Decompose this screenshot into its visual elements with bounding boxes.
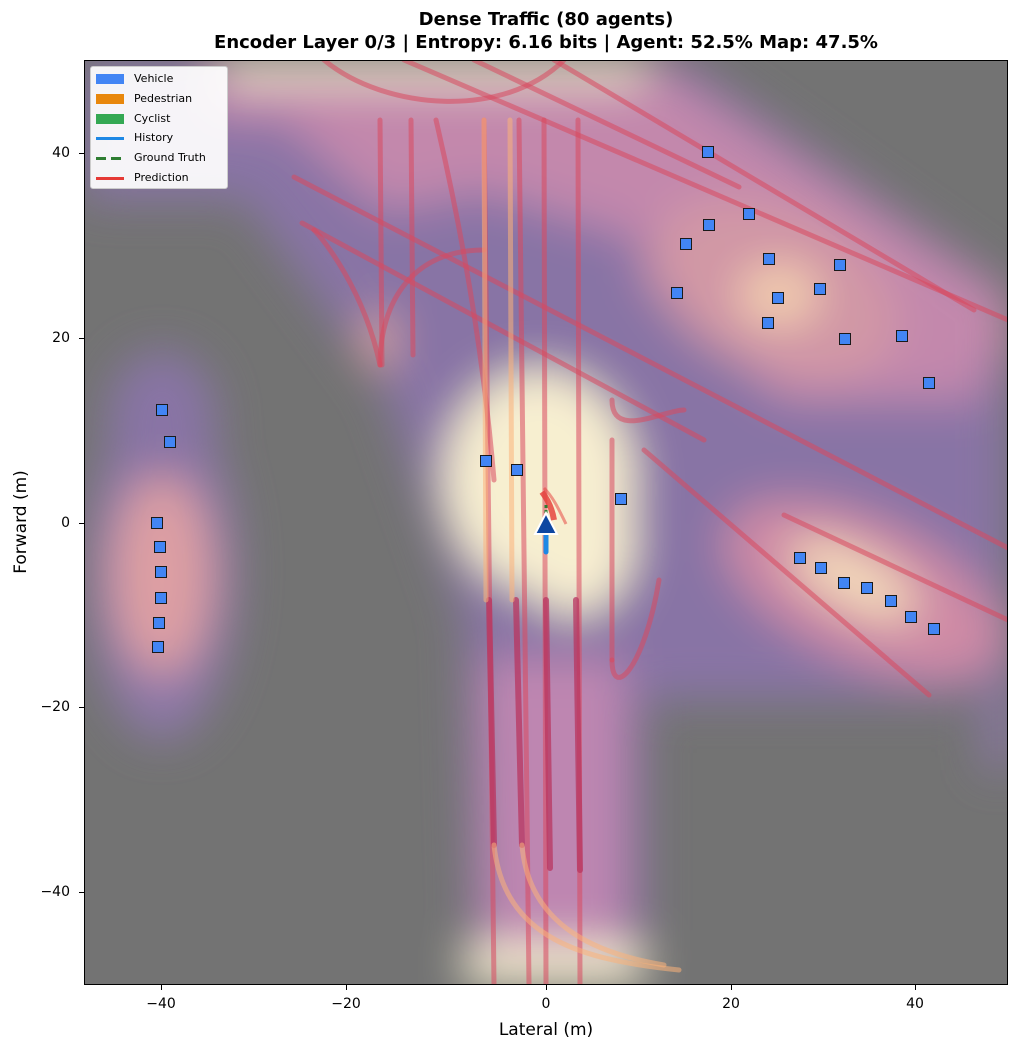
x-tick-label: 40 [906, 996, 924, 1012]
vehicle-marker-icon [614, 492, 627, 505]
vehicle-marker-icon [837, 577, 850, 590]
ego-vehicle-icon [533, 510, 559, 535]
vehicle-marker-icon [839, 332, 852, 345]
vehicle-marker-icon [895, 330, 908, 343]
attention-heatmap-plot [84, 60, 1008, 985]
vehicle-marker-icon [928, 623, 941, 636]
x-tick-mark [915, 985, 916, 990]
vehicle-marker-icon [761, 317, 774, 330]
legend-item-vehicle: Vehicle [96, 71, 226, 87]
vehicle-marker-icon [155, 404, 168, 417]
chart-title: Dense Traffic (80 agents) [418, 9, 674, 30]
vehicle-marker-icon [743, 208, 756, 221]
vehicle-marker-icon [701, 146, 714, 159]
vehicle-marker-icon [680, 237, 693, 250]
vehicle-marker-icon [702, 219, 715, 232]
x-tick-mark [731, 985, 732, 990]
y-axis-label: Forward (m) [11, 470, 31, 574]
y-tick-label: 40 [52, 145, 70, 161]
legend-item-cyclist: Cyclist [96, 111, 226, 127]
ego-layer [533, 486, 568, 555]
x-tick-label: 0 [541, 996, 551, 1012]
chart-subtitle: Encoder Layer 0/3 | Entropy: 6.16 bits |… [214, 32, 878, 53]
y-tick-mark [79, 338, 84, 339]
x-tick-mark [546, 985, 547, 990]
vehicle-marker-icon [151, 640, 164, 653]
cyclist-swatch-icon [96, 114, 124, 124]
y-tick-label: −20 [40, 699, 70, 715]
vehicle-marker-icon [923, 377, 936, 390]
y-tick-label: −40 [40, 884, 70, 900]
legend-item-prediction: Prediction [96, 170, 226, 186]
y-tick-label: 0 [61, 515, 70, 531]
x-tick-mark [161, 985, 162, 990]
vehicle-swatch-icon [96, 74, 124, 84]
vehicle-marker-icon [152, 616, 165, 629]
vehicle-marker-icon [153, 541, 166, 554]
y-tick-mark [79, 523, 84, 524]
x-tick-label: −40 [146, 996, 176, 1012]
legend-item-ground-truth: Ground Truth [96, 150, 226, 166]
vehicle-marker-icon [771, 292, 784, 305]
vehicle-marker-icon [479, 455, 492, 468]
legend: Vehicle Pedestrian Cyclist History Groun… [90, 66, 228, 189]
y-tick-mark [79, 707, 84, 708]
vehicle-marker-icon [671, 286, 684, 299]
vehicle-marker-icon [814, 282, 827, 295]
x-tick-mark [346, 985, 347, 990]
history-line-icon [96, 137, 124, 140]
vehicle-marker-icon [154, 591, 167, 604]
vehicle-marker-icon [154, 566, 167, 579]
vehicle-marker-icon [833, 258, 846, 271]
vehicle-marker-icon [904, 611, 917, 624]
vehicle-marker-icon [163, 435, 176, 448]
vehicle-marker-icon [762, 253, 775, 266]
x-tick-label: −20 [331, 996, 361, 1012]
x-tick-label: 20 [722, 996, 740, 1012]
vehicle-marker-icon [511, 464, 524, 477]
ground-truth-dashed-icon [96, 157, 124, 160]
legend-item-history: History [96, 130, 226, 146]
x-axis-label: Lateral (m) [498, 1020, 594, 1040]
y-tick-label: 20 [52, 330, 70, 346]
vehicle-marker-icon [150, 517, 163, 529]
pedestrian-swatch-icon [96, 94, 124, 104]
prediction-line-icon [96, 177, 124, 180]
vehicle-marker-icon [884, 594, 897, 607]
y-tick-mark [79, 892, 84, 893]
vehicle-marker-icon [794, 552, 807, 565]
vehicle-marker-icon [815, 562, 828, 575]
vehicle-marker-icon [860, 581, 873, 594]
legend-item-pedestrian: Pedestrian [96, 91, 226, 107]
y-tick-mark [79, 153, 84, 154]
prediction-trajectories [539, 486, 568, 525]
